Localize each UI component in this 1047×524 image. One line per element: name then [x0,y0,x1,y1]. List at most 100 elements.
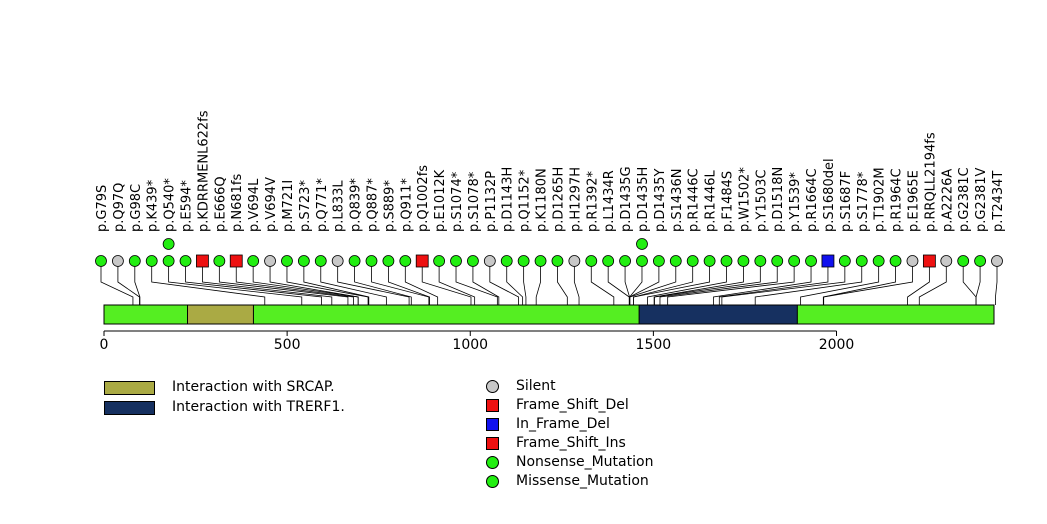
mutation-label: p.G79S [95,185,110,232]
mutation-marker [551,255,564,267]
mutation-type-legend-item: Silent [484,378,744,396]
mutation-label: p.E1012K [433,169,448,232]
leader-line [202,261,333,305]
leader-line [303,261,370,305]
leader-line [168,261,303,305]
mutation-marker [636,255,648,267]
mutation-label: p.E666Q [213,176,228,232]
mutation-diagram: 0 500 1000 1500 2000 p.G79S p.Q97Q p.G98C p.K43… [95,110,1006,353]
leader-line [354,261,412,305]
mutation-marker [162,238,175,250]
leader-line [800,261,880,305]
domain-region [187,304,254,325]
leader-line [633,261,711,305]
leader-line [269,261,359,305]
leader-line [659,261,778,305]
leader-line [421,261,472,305]
mutation-marker [821,254,835,268]
leader-line [573,261,580,305]
mutation-label: p.Q771* [315,178,330,232]
mutation-marker [940,255,953,267]
leader-line [100,261,134,305]
domain-legend-label: Interaction with TRERF1. [172,399,345,415]
mutation-marker [838,255,851,267]
mutation-label: p.T1902M [873,167,888,232]
mutation-marker [213,255,226,267]
mutation-marker [636,238,648,250]
mutation-label: p.D1265H [551,167,566,232]
mutation-type-legend-item: Frame_Shift_Del [484,397,744,415]
mutation-marker [922,254,936,268]
mutation-marker [399,255,412,267]
mutation-label: p.W1502* [737,167,752,232]
mutation-marker [196,254,209,268]
mutation-marker [669,255,682,267]
leader-line [438,261,476,305]
mutation-label: p.Q1152* [518,169,533,232]
leader-line [962,261,977,305]
mutation-label: p.N681fs [230,174,245,232]
mutation-label: p.Q540* [163,178,178,232]
leader-line [320,261,387,305]
mutation-marker [467,255,479,267]
mutation-marker [500,255,513,267]
leader-line [337,261,410,305]
mutation-marker [991,255,1003,267]
mutation-marker [517,255,530,267]
mutation-label: p.R1446C [687,168,702,232]
leader-line [371,261,430,305]
leader-line [134,261,141,305]
mutation-marker [788,255,801,267]
leader-line [629,261,677,305]
domain-swatch [104,381,155,395]
leader-line [117,261,140,305]
mutation-marker [619,255,631,267]
mutation-label: p.V694L [247,178,262,232]
mutation-marker [872,255,885,267]
mutation-label: p.S1680del [822,158,837,232]
mutation-marker [855,255,868,267]
leader-line [235,261,354,305]
mutation-label: p.Y1539* [788,172,803,232]
mutation-label: p.Q887* [365,178,380,232]
axis-tick-label: 1000 [452,337,488,353]
mutation-label: p.D1435Y [653,169,668,232]
mutation-marker [382,255,395,267]
axis-tick-label: 500 [274,337,301,353]
position-axis: 0 500 1000 1500 2000 [100,330,854,353]
mutation-type-legend: Silent Frame_Shift_Del In_Frame_Del Frame_S… [484,378,744,498]
mutation-label: p.V694V [264,177,279,232]
leader-line [647,261,727,305]
mutation-label: p.S1078* [467,171,482,232]
mutation-label: p.S723* [298,180,313,232]
mutation-marker [974,255,986,267]
domain-legend-item: Interaction with TRERF1. [104,399,444,418]
mutation-marker [652,255,665,267]
leader-line [713,261,812,305]
mutation-label: p.Q839* [349,178,364,232]
leader-lines [100,261,998,305]
leader-line [721,261,846,305]
mutation-label: p.L833L [332,180,347,232]
circle-marker-icon [486,475,499,488]
mutation-label: p.D1435H [636,167,651,232]
mutation-label: p.R1446L [704,169,719,232]
mutation-marker [415,254,429,268]
square-marker-icon [486,437,499,450]
axis-tick-label: 0 [100,337,109,353]
mutation-type-legend-item: Frame_Shift_Ins [484,435,744,453]
mutation-label: p.G2381V [974,167,989,232]
mutation-marker [95,255,107,267]
mutation-label: p.F1484S [721,171,736,232]
mutation-type-legend-item: In_Frame_Del [484,416,744,434]
mutation-marker [264,255,276,267]
mutation-type-label: Nonsense_Mutation [516,454,654,470]
mutation-label: p.Q97Q [112,183,127,232]
mutation-label: p.M721I [281,180,296,232]
leader-line [823,261,913,305]
mutation-marker [162,255,175,267]
mutation-label: p.H1297H [568,167,583,232]
domain-legend-item: Interaction with SRCAP. [104,379,444,398]
mutation-label: p.Q911* [399,178,414,232]
axis-tick-label: 1500 [636,337,672,353]
